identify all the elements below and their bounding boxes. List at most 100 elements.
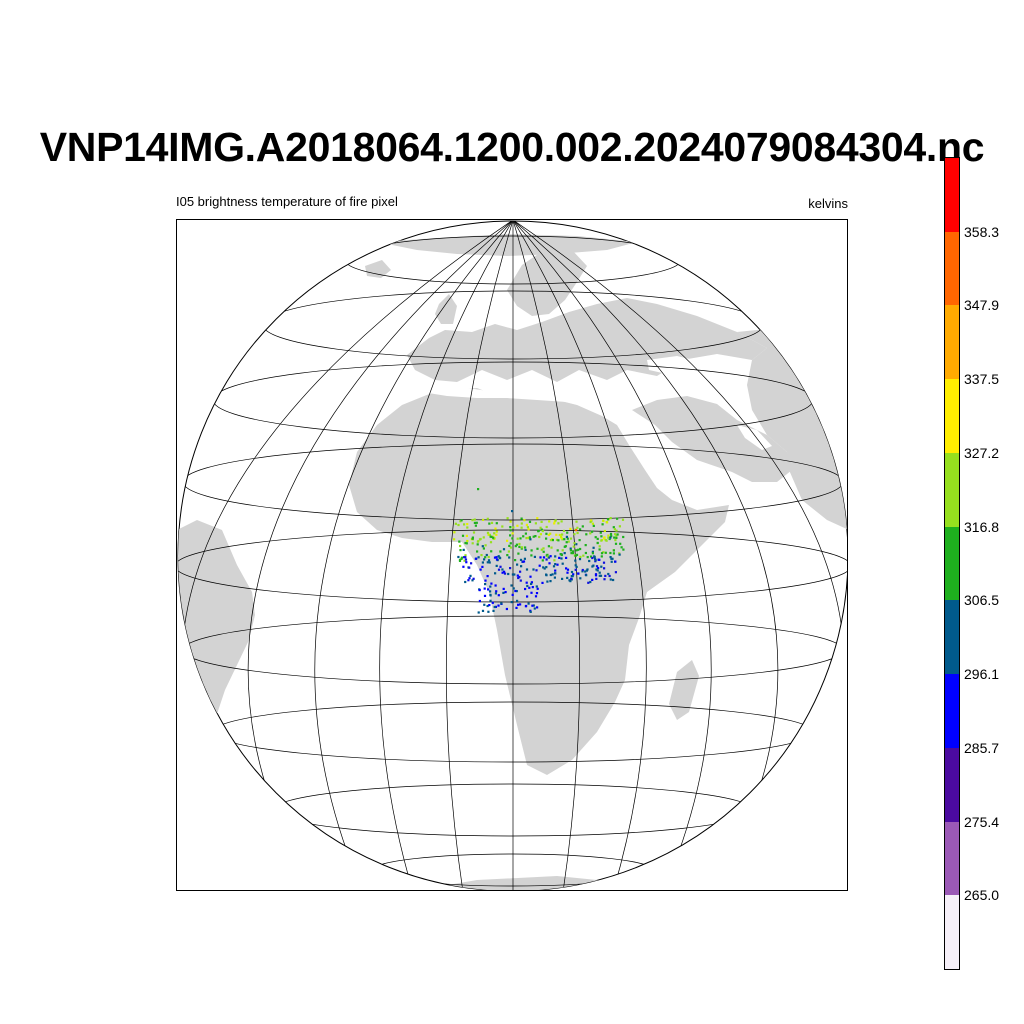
fire-pixel	[466, 523, 469, 526]
fire-pixel	[591, 552, 594, 555]
fire-pixel	[511, 510, 514, 513]
fire-pixel	[501, 571, 504, 574]
persian-gulf	[737, 425, 772, 450]
fire-pixel	[466, 526, 469, 529]
fire-pixel	[519, 570, 522, 573]
fire-pixel	[606, 518, 610, 521]
fire-pixel	[504, 591, 507, 594]
fire-pixel	[465, 561, 468, 564]
fire-pixel	[512, 587, 515, 590]
fire-pixel	[493, 532, 496, 535]
fire-pixel	[551, 539, 554, 542]
fire-pixel	[531, 586, 534, 589]
fire-pixel	[594, 559, 597, 562]
madagascar-land	[669, 660, 699, 720]
fire-pixel	[508, 544, 511, 547]
fire-pixel	[459, 549, 462, 552]
fire-pixel	[486, 517, 489, 520]
fire-pixel	[530, 591, 533, 594]
fire-pixel	[543, 567, 546, 570]
fire-pixel	[533, 555, 536, 558]
fire-pixel	[483, 594, 487, 597]
fire-pixel	[589, 532, 592, 535]
fire-pixel	[514, 545, 517, 548]
fire-pixel	[578, 539, 581, 542]
fire-pixel	[618, 553, 621, 556]
fire-pixel	[489, 541, 493, 544]
fire-pixel	[569, 537, 573, 540]
fire-pixel	[565, 556, 568, 559]
fire-pixel	[464, 556, 467, 559]
fire-pixel	[507, 550, 510, 553]
fire-pixel	[530, 554, 533, 557]
fire-pixel	[541, 581, 544, 584]
fire-pixel	[545, 525, 548, 529]
fire-pixel	[511, 573, 514, 576]
fire-pixel	[516, 563, 519, 566]
fire-pixel	[483, 558, 486, 561]
fire-pixel	[495, 530, 498, 533]
fire-pixel	[552, 565, 556, 568]
fire-pixel	[608, 574, 611, 578]
fire-pixel	[578, 558, 582, 561]
fire-pixel	[527, 528, 530, 531]
fire-pixel	[579, 547, 582, 551]
fire-pixel	[518, 575, 521, 579]
fire-pixel	[502, 587, 505, 590]
colorbar-tick-label: 327.2	[964, 444, 1000, 461]
fire-pixel	[615, 534, 618, 537]
fire-pixel	[549, 532, 552, 535]
fire-pixel	[587, 581, 590, 584]
fire-pixel	[522, 535, 525, 538]
fire-pixel	[482, 518, 485, 521]
colorbar-segment	[945, 526, 959, 601]
fire-pixel	[551, 573, 554, 576]
fire-pixel	[558, 533, 561, 537]
fire-pixel	[538, 564, 541, 567]
fire-pixel	[571, 552, 575, 555]
fire-pixel	[600, 565, 603, 568]
fire-pixel	[604, 551, 607, 554]
fire-pixel	[463, 523, 466, 526]
fire-pixel	[597, 566, 600, 570]
fire-pixel	[566, 571, 569, 574]
fire-pixel	[536, 547, 539, 550]
fire-pixel	[600, 552, 604, 555]
fire-pixel	[600, 535, 603, 538]
fire-pixel	[536, 606, 539, 609]
fire-pixel	[520, 565, 523, 568]
fire-pixel	[483, 603, 486, 606]
fire-pixel	[545, 566, 548, 569]
fire-pixel	[612, 549, 615, 552]
fire-pixel	[614, 571, 617, 574]
fire-pixel	[459, 544, 462, 548]
fire-pixel	[475, 557, 478, 560]
fire-pixel	[461, 534, 465, 537]
fire-pixel	[460, 556, 463, 559]
fire-pixel	[598, 574, 601, 577]
fire-pixel	[532, 535, 535, 538]
fire-pixel	[574, 564, 577, 567]
fire-pixel	[457, 523, 460, 527]
fire-pixel	[516, 537, 519, 540]
fire-pixel	[487, 588, 490, 591]
fire-pixel	[509, 546, 512, 549]
fire-pixel	[584, 570, 587, 573]
fire-pixel	[509, 542, 512, 545]
fire-pixel	[518, 542, 521, 546]
fire-pixel	[591, 578, 594, 581]
fire-pixel	[483, 587, 486, 590]
fire-pixel	[481, 561, 484, 564]
fire-pixel	[506, 517, 509, 520]
colorbar-segment	[945, 452, 959, 527]
fire-pixel	[464, 558, 468, 561]
fire-pixel	[569, 549, 572, 552]
fire-pixel	[571, 575, 574, 578]
fire-pixel	[497, 594, 500, 597]
fire-pixel	[574, 554, 577, 557]
fire-pixel	[553, 522, 556, 525]
fire-pixel	[495, 564, 498, 567]
fire-pixel	[524, 548, 527, 551]
fire-pixel	[600, 555, 603, 558]
fire-pixel	[495, 558, 499, 561]
